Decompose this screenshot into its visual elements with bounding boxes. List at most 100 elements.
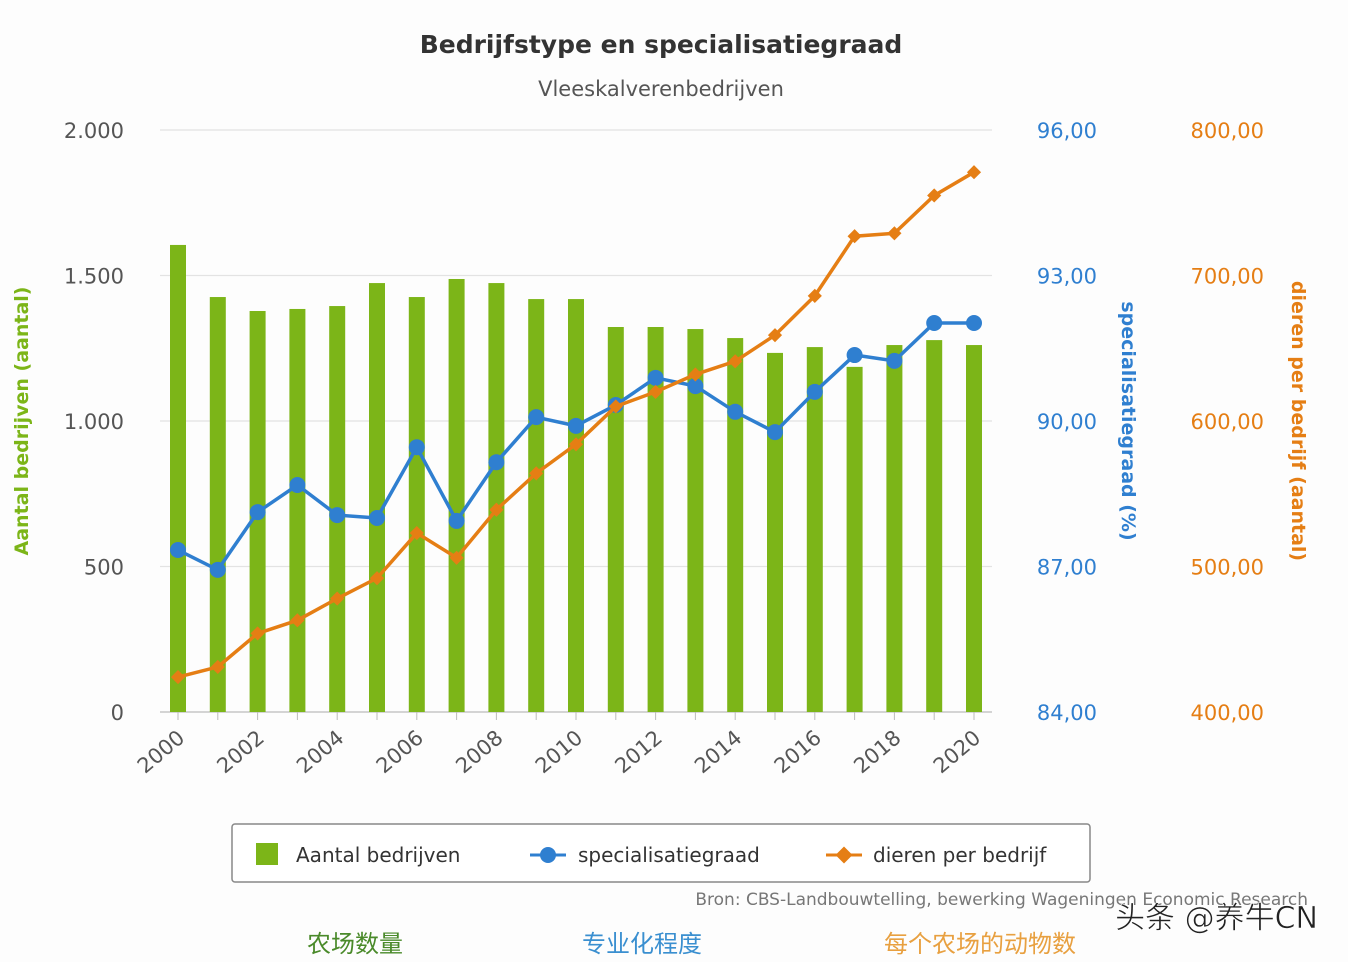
- bar-2011: [607, 327, 624, 712]
- bar-2008: [488, 283, 505, 712]
- point-specialisatiegraad-2012: [647, 369, 664, 386]
- right1-tick-label: 93,00: [1037, 265, 1097, 289]
- source-note: Bron: CBS-Landbouwtelling, bewerking Wag…: [695, 890, 1308, 910]
- legend-bar-swatch: [256, 843, 278, 865]
- bar-2000: [170, 244, 186, 712]
- point-dieren-2015: [767, 328, 783, 343]
- point-dieren-2003: [290, 613, 305, 628]
- right1-axis-label: specialisatiegraad (%): [1117, 301, 1139, 540]
- x-tick-label: 2014: [690, 725, 746, 778]
- bar-2013: [687, 329, 704, 712]
- legend-label-bedrijven[interactable]: Aantal bedrijven: [296, 843, 460, 867]
- point-dieren-2007: [449, 550, 464, 565]
- x-tick-label: 2008: [451, 725, 507, 778]
- x-tick-label: 2004: [292, 725, 348, 778]
- point-dieren-2004: [330, 591, 345, 606]
- chart-title: Bedrijfstype en specialisatiegraad: [420, 30, 903, 59]
- point-dieren-2000: [170, 670, 186, 685]
- bar-2001: [209, 297, 226, 712]
- right2-axis-label: dieren per bedrijf (aantal): [1287, 281, 1309, 561]
- x-tick-label: 2010: [531, 725, 587, 778]
- point-specialisatiegraad-2009: [528, 409, 545, 426]
- left-tick-label: 1.000: [64, 410, 124, 434]
- right2-tick-label: 800,00: [1191, 119, 1264, 143]
- point-specialisatiegraad-2001: [209, 561, 226, 578]
- point-specialisatiegraad-2005: [369, 510, 385, 526]
- left-tick-label: 2.000: [64, 119, 124, 143]
- legend-orange-marker: [835, 846, 853, 864]
- point-dieren-2018: [887, 226, 902, 241]
- caption-middle: 专业化程度: [582, 930, 702, 958]
- point-dieren-2017: [847, 229, 862, 244]
- watermark: 头条 @养牛CN: [1115, 901, 1318, 936]
- right1-tick-label: 84,00: [1037, 701, 1097, 725]
- point-dieren-2020: [966, 165, 982, 180]
- x-tick-label: 2016: [770, 725, 826, 778]
- left-tick-label: 1.500: [64, 265, 124, 289]
- left-axis-label: Aantal bedrijven (aantal): [11, 287, 33, 556]
- point-dieren-2005: [369, 571, 385, 586]
- point-specialisatiegraad-2018: [886, 352, 903, 369]
- point-specialisatiegraad-2015: [767, 424, 783, 441]
- bar-2005: [369, 283, 385, 712]
- legend-blue-marker: [540, 847, 556, 863]
- point-specialisatiegraad-2019: [926, 315, 943, 332]
- right2-tick-label: 600,00: [1191, 410, 1264, 434]
- x-tick-label: 2020: [929, 725, 985, 778]
- point-specialisatiegraad-2016: [806, 383, 823, 400]
- chart-subtitle: Vleeskalverenbedrijven: [538, 77, 784, 101]
- right1-tick-label: 90,00: [1037, 410, 1097, 434]
- point-dieren-2008: [489, 502, 504, 517]
- bar-2003: [289, 308, 306, 712]
- point-dieren-2013: [688, 367, 703, 382]
- point-specialisatiegraad-2000: [170, 542, 186, 559]
- point-specialisatiegraad-2008: [488, 454, 505, 471]
- right2-tick-label: 700,00: [1191, 265, 1264, 289]
- point-dieren-2009: [529, 466, 544, 481]
- bar-2020: [966, 345, 982, 712]
- right1-tick-label: 87,00: [1037, 556, 1097, 580]
- point-specialisatiegraad-2002: [249, 504, 266, 521]
- bar-2015: [767, 352, 783, 712]
- bar-2010: [568, 299, 584, 712]
- point-specialisatiegraad-2020: [966, 315, 982, 332]
- point-dieren-2014: [728, 354, 743, 369]
- bar-2007: [448, 278, 465, 712]
- legend-label-specialisatie[interactable]: specialisatiegraad: [578, 843, 760, 867]
- left-tick-label: 500: [84, 556, 124, 580]
- bar-2014: [727, 338, 744, 712]
- x-tick-label: 2006: [372, 725, 428, 778]
- bar-2009: [528, 299, 545, 712]
- point-specialisatiegraad-2017: [846, 347, 863, 364]
- right2-tick-label: 500,00: [1191, 556, 1264, 580]
- point-dieren-2001: [210, 659, 225, 674]
- point-specialisatiegraad-2003: [289, 477, 306, 494]
- x-tick-label: 2000: [133, 725, 189, 778]
- point-dieren-2016: [807, 288, 822, 303]
- bar-2006: [408, 297, 425, 712]
- legend: Aantal bedrijven specialisatiegraad dier…: [231, 823, 1091, 883]
- bar-2016: [806, 347, 823, 712]
- point-dieren-2006: [409, 525, 424, 541]
- left-tick-label: 0: [111, 701, 124, 725]
- right2-tick-label: 400,00: [1191, 701, 1264, 725]
- caption-left: 农场数量: [307, 930, 403, 958]
- point-dieren-2019: [927, 188, 942, 203]
- point-dieren-2011: [608, 399, 623, 414]
- legend-label-dieren[interactable]: dieren per bedrijf: [873, 843, 1047, 867]
- x-tick-label: 2002: [212, 725, 268, 778]
- x-tick-label: 2012: [610, 725, 666, 778]
- bar-2018: [886, 345, 903, 712]
- caption-right: 每个农场的动物数: [884, 930, 1076, 958]
- point-specialisatiegraad-2004: [329, 507, 346, 524]
- point-specialisatiegraad-2010: [568, 417, 584, 434]
- point-dieren-2002: [250, 626, 265, 641]
- right1-tick-label: 96,00: [1037, 119, 1097, 143]
- bar-2017: [846, 366, 863, 712]
- point-specialisatiegraad-2007: [448, 512, 465, 529]
- point-specialisatiegraad-2013: [687, 378, 704, 395]
- point-specialisatiegraad-2006: [408, 439, 425, 456]
- point-dieren-2012: [648, 384, 663, 399]
